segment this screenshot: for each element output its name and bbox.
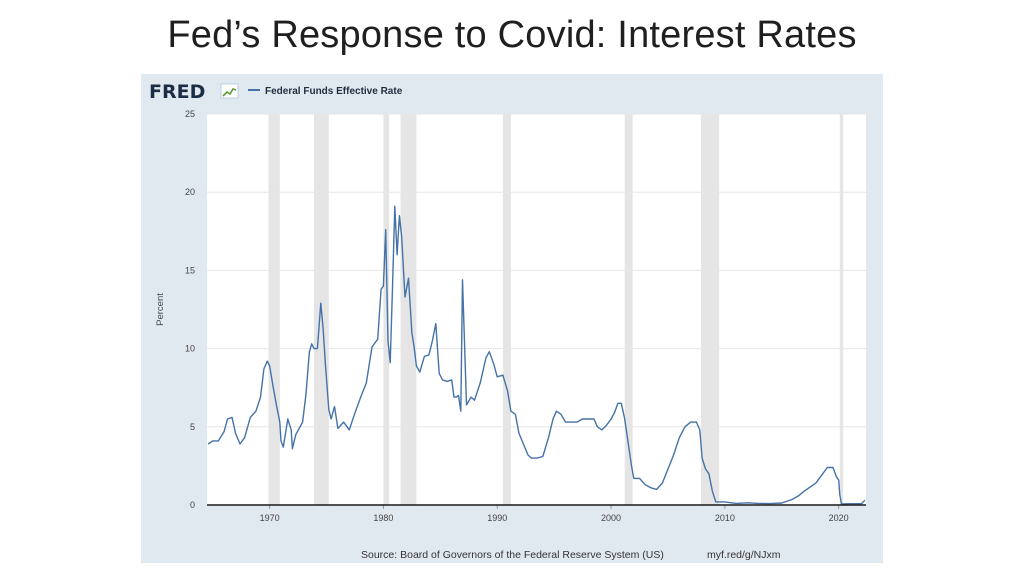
recession-band-0 (268, 114, 280, 505)
y-axis-title: Percent (155, 293, 166, 326)
recession-band-3 (400, 114, 417, 505)
x-tick-label-1970: 1970 (260, 513, 280, 523)
slide-title: Fed’s Response to Covid: Interest Rates (167, 14, 857, 56)
source-url[interactable]: myf.red/g/NJxm (707, 549, 781, 561)
fred-logo-mark (220, 83, 239, 99)
recession-band-5 (624, 114, 633, 505)
recession-band-4 (502, 114, 511, 505)
source-note: Source: Board of Governors of the Federa… (361, 549, 664, 561)
series-line-federal-funds-rate (207, 205, 866, 505)
y-axis-ticks: 0 5 10 15 20 25 (185, 109, 195, 510)
chart-svg: FRED Federal Funds Effective Rate 0 5 10 15… (149, 81, 866, 561)
x-tick-label-2000: 2000 (601, 513, 621, 523)
y-tick-label-5: 5 (190, 422, 195, 432)
y-tick-label-15: 15 (185, 265, 195, 275)
recession-band-6 (700, 114, 720, 505)
fred-chart: FRED Federal Funds Effective Rate 0 5 10 15… (141, 74, 883, 563)
x-tick-label-1980: 1980 (373, 513, 393, 523)
x-tick-label-1990: 1990 (487, 513, 507, 523)
y-tick-label-20: 20 (185, 187, 195, 197)
y-tick-label-10: 10 (185, 344, 195, 354)
x-axis-ticks: 1970 1980 1990 2000 2010 2020 (260, 505, 849, 523)
plot-area (207, 114, 866, 505)
fred-logo: FRED (149, 81, 205, 103)
recession-band-2 (383, 114, 390, 505)
source-link[interactable]: myf.red/g/NJxm (707, 549, 781, 561)
y-tick-label-25: 25 (185, 109, 195, 119)
x-tick-label-2010: 2010 (715, 513, 735, 523)
recession-band-7 (839, 114, 844, 505)
x-tick-label-2020: 2020 (829, 513, 849, 523)
y-tick-label-0: 0 (190, 500, 195, 510)
legend-label: Federal Funds Effective Rate (265, 86, 403, 97)
